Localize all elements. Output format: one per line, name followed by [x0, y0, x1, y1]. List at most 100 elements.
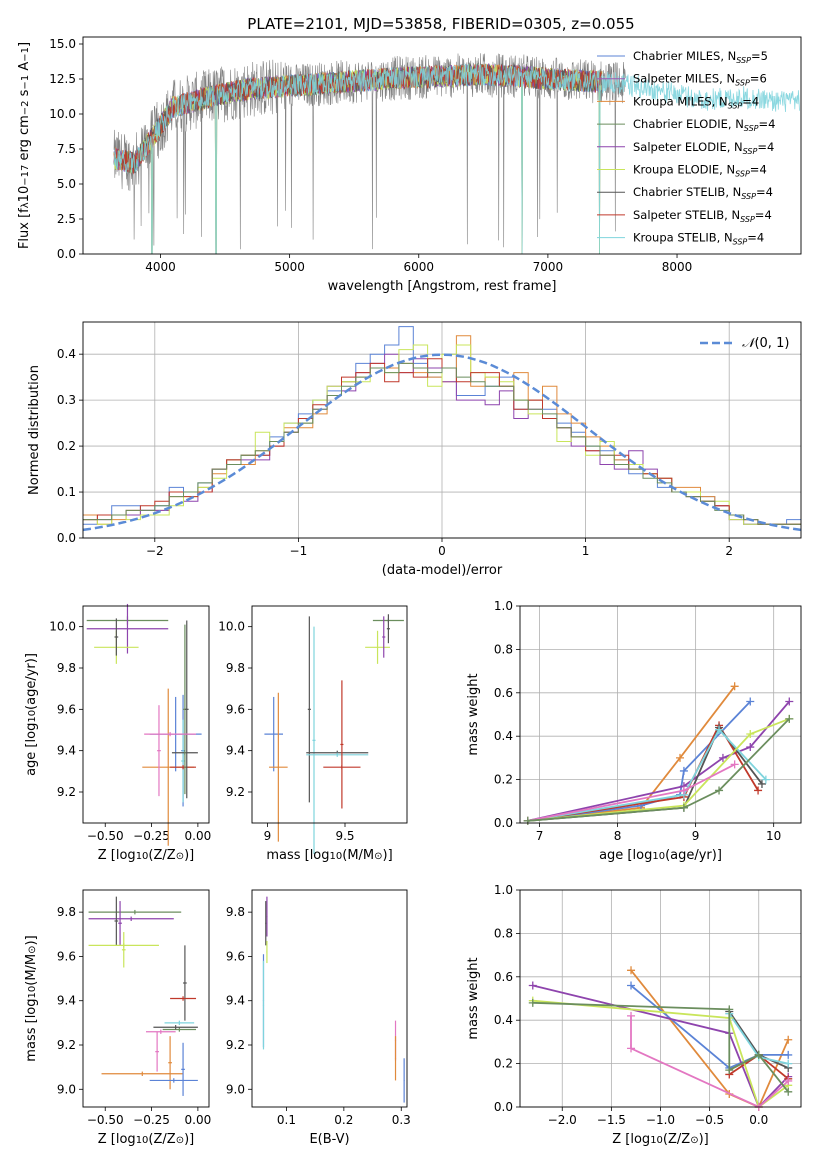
y-tick-label: 10.0 — [49, 620, 76, 634]
x-axis-label: Z [log10(Z/Z⊙)] — [612, 1132, 708, 1147]
legend-entry-label: Salpeter STELIB, NSSP=4 — [633, 208, 772, 224]
x-tick-label: −1.0 — [646, 1113, 675, 1127]
data-point — [262, 1004, 265, 1006]
panel-age_vs_Z: −0.50 −0.25 0.009.29.49.69.810.0Z [log10(Z… — [24, 603, 211, 863]
legend-entry-label: Kroupa STELIB, NSSP=4 — [633, 231, 764, 247]
y-tick-label: 0.2 — [494, 1057, 513, 1071]
legend-nssp-value: 5 — [761, 49, 768, 63]
legend-nssp: N — [734, 140, 743, 154]
legend-nssp-eq: = — [750, 163, 760, 177]
legend-nssp-sub: SSP — [733, 238, 748, 247]
y-tick-label: 9.0 — [226, 1082, 245, 1096]
series-marker — [627, 1044, 636, 1053]
y-tick-label: 9.8 — [57, 661, 76, 675]
series-marker — [523, 816, 532, 825]
series-marker — [679, 786, 688, 795]
x-axis-label-part: Z [log — [98, 848, 136, 863]
data-point — [134, 911, 136, 913]
legend-nssp-value: 6 — [759, 72, 766, 86]
y-tick-label: 9.2 — [226, 1038, 245, 1052]
legend-entry-label: Kroupa ELODIE, NSSP=4 — [633, 163, 767, 179]
legend-sep: , — [719, 72, 726, 86]
y-axis-label-part: ] — [17, 42, 32, 47]
series-marker — [784, 1059, 793, 1068]
series-marker — [715, 786, 724, 795]
y-tick-label: 0.4 — [57, 347, 76, 361]
x-tick-label: 9 — [692, 829, 700, 843]
data-point — [123, 949, 125, 951]
x-tick-label: −0.25 — [133, 829, 170, 843]
y-tick-label: 10.0 — [49, 107, 76, 121]
y-tick-label: 0.8 — [494, 642, 513, 656]
y-tick-label: 12.5 — [49, 72, 76, 86]
x-tick-label: 8000 — [662, 260, 693, 274]
legend-nssp-sub: SSP — [728, 101, 743, 110]
y-tick-label: 0.4 — [494, 729, 513, 743]
y-tick-label: 0.8 — [494, 926, 513, 940]
axes-frame — [519, 605, 802, 824]
x-axis-label-part: (Z/Z — [148, 1132, 175, 1147]
data-point — [182, 997, 184, 1000]
legend-entry-label: Kroupa MILES, NSSP=4 — [633, 94, 759, 110]
x-tick-label: 2 — [725, 544, 733, 558]
x-tick-label: 0.3 — [392, 1113, 411, 1127]
x-axis-label-part: (age/yr)] — [665, 848, 722, 863]
legend-sep: , — [717, 231, 724, 245]
series-marker — [627, 981, 636, 990]
data-point — [182, 766, 184, 768]
y-tick-label: 2.5 — [57, 212, 76, 226]
legend-math-args: (0, 1) — [754, 336, 789, 351]
y-axis-label-part: s — [17, 89, 32, 100]
legend-nssp-sub: SSP — [744, 124, 759, 133]
y-tick-label: 9.4 — [226, 994, 245, 1008]
data-point — [182, 760, 184, 762]
y-axis-label-part: −17 — [20, 165, 31, 186]
series-marker — [785, 714, 794, 723]
model-spectrum-8 — [113, 62, 800, 254]
legend-nssp: N — [726, 163, 735, 177]
series-marker — [754, 786, 763, 795]
legend-entry-label: Chabrier ELODIE, NSSP=4 — [633, 117, 775, 133]
legend-nssp-eq: = — [750, 72, 760, 86]
x-tick-label: 0 — [438, 544, 446, 558]
data-point — [119, 922, 121, 924]
x-axis-label-part: 10 — [136, 851, 149, 862]
data-point — [169, 1062, 171, 1064]
panels-group: 4000 5000 6000 7000 80000.02.55.07.510.012.5… — [17, 36, 802, 1147]
y-tick-label: 0.6 — [494, 686, 513, 700]
data-point — [383, 636, 385, 638]
data-point — [178, 1022, 180, 1024]
x-axis-label-part: ⊙ — [690, 1135, 698, 1146]
legend-nssp-value: 4 — [759, 163, 766, 177]
legend-series-name: Salpeter MILES — [633, 72, 719, 86]
x-tick-label: 0.0 — [749, 1113, 768, 1127]
data-point — [115, 636, 117, 638]
x-axis-label: Z [log10(Z/Z⊙)] — [98, 848, 194, 863]
legend-series-name: Chabrier ELODIE — [633, 117, 728, 131]
series-marker — [679, 766, 688, 775]
series-marker — [784, 1035, 793, 1044]
data-point — [160, 1031, 162, 1033]
series-line-4 — [527, 725, 763, 822]
series-marker — [784, 1076, 793, 1085]
data-point — [394, 1057, 397, 1059]
x-tick-label: 1 — [582, 544, 590, 558]
x-tick-label: 9.5 — [335, 829, 354, 843]
x-axis-label-part: )] — [184, 848, 194, 863]
legend-nssp-eq: = — [756, 185, 766, 199]
legend-nssp: N — [719, 94, 728, 108]
data-point — [175, 1026, 177, 1028]
data-point — [126, 628, 129, 630]
legend-nssp-sub: SSP — [741, 192, 756, 201]
x-axis-label-part: )] — [383, 848, 393, 863]
series-marker — [718, 753, 727, 762]
legend-sep: , — [725, 185, 732, 199]
y-tick-label: 9.6 — [226, 949, 245, 963]
data-point — [277, 766, 279, 768]
legend-nssp-eq: = — [742, 94, 752, 108]
axes-frame — [82, 36, 802, 255]
series-marker — [715, 725, 724, 734]
series-line-5 — [527, 728, 767, 822]
x-axis-label: (data-model)/error — [382, 563, 503, 578]
